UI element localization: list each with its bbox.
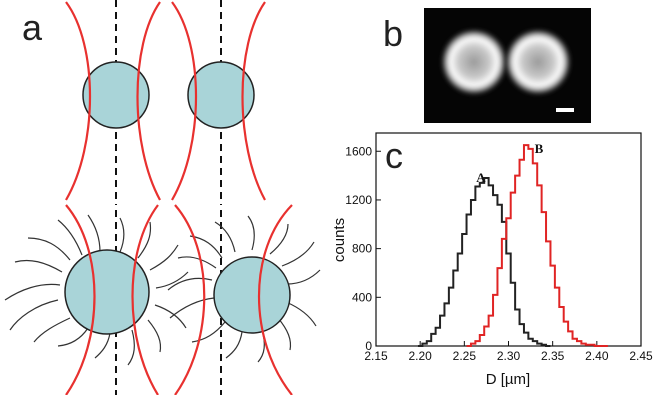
field-line <box>65 204 96 395</box>
y-tick-label: 800 <box>352 242 372 256</box>
sphere <box>82 61 150 129</box>
field-line <box>171 1 197 201</box>
panel-c-label: c <box>385 135 403 176</box>
field-line <box>65 1 91 201</box>
series-b-label: B <box>535 141 544 156</box>
x-tick-label: 2.45 <box>629 349 653 363</box>
y-tick-label: 0 <box>365 339 372 353</box>
field-line <box>241 1 266 201</box>
coated-sphere <box>213 256 291 334</box>
plot-frame <box>375 132 642 347</box>
panel-a-label: a <box>22 7 43 48</box>
field-line <box>174 204 206 395</box>
sphere <box>187 61 255 129</box>
x-tick-label: 2.15 <box>364 349 388 363</box>
histogram-chart: 2.15 2.20 2.25 2.30 2.35 2.40 2.45 0 400 800 1200 1… <box>331 132 653 388</box>
coated-sphere <box>64 249 150 335</box>
scale-bar <box>556 108 574 112</box>
x-tick-label: 2.25 <box>453 349 477 363</box>
histogram-series <box>417 144 608 347</box>
polymer-brush <box>4 214 189 366</box>
histogram-series-B <box>466 144 608 347</box>
y-axis-label: counts <box>331 218 348 262</box>
microscopy-image <box>424 8 591 123</box>
axis-ticks: 2.15 2.20 2.25 2.30 2.35 2.40 2.45 0 400 800 1200 1… <box>345 144 653 363</box>
x-axis-label: D [µm] <box>486 371 530 388</box>
x-tick-label: 2.40 <box>585 349 609 363</box>
field-line <box>136 1 161 201</box>
x-tick-label: 2.20 <box>408 349 432 363</box>
field-line <box>131 204 159 395</box>
x-tick-label: 2.30 <box>497 349 521 363</box>
y-tick-label: 1200 <box>345 193 372 207</box>
histogram-series-A <box>417 177 551 347</box>
field-line <box>258 204 293 395</box>
panel-a-top-row <box>65 0 266 205</box>
panel-b-label: b <box>383 13 403 54</box>
y-tick-label: 400 <box>352 290 372 304</box>
x-tick-label: 2.35 <box>541 349 565 363</box>
series-a-label: A <box>476 170 486 185</box>
y-tick-label: 1600 <box>345 144 372 158</box>
panel-a-bottom-row <box>4 204 321 395</box>
